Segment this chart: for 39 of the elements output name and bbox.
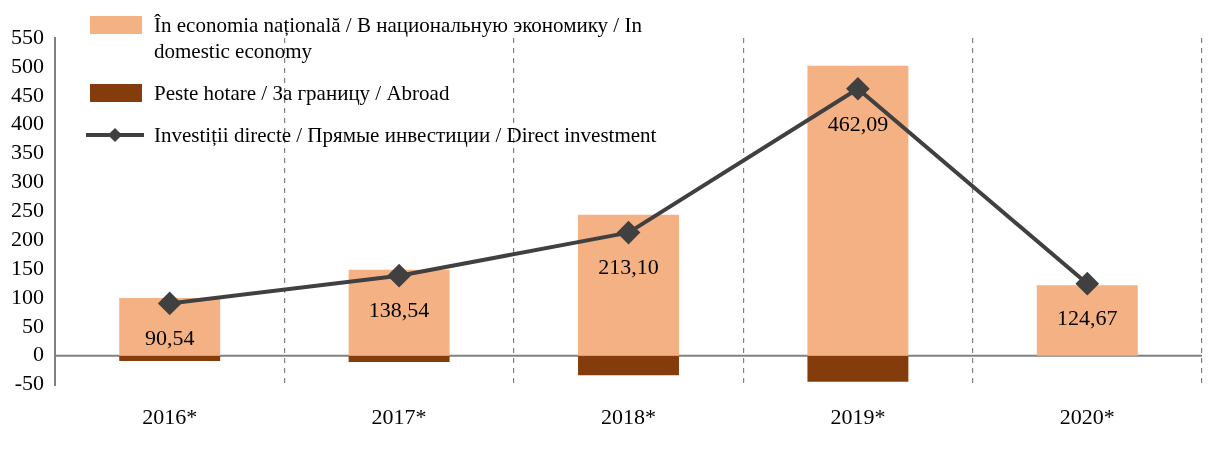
y-tick-label: 450: [11, 81, 44, 107]
bar: [1036, 285, 1138, 356]
data-label: 90,54: [144, 325, 195, 351]
data-label: 462,09: [827, 110, 889, 136]
x-tick-label: 2017*: [371, 403, 427, 429]
y-tick-label: 500: [11, 52, 44, 78]
data-label: 124,67: [1057, 305, 1118, 331]
legend-label: Peste hotare / За границу / Abroad: [154, 80, 450, 106]
y-tick-label: 550: [11, 23, 44, 49]
x-tick-label: 2016*: [142, 403, 198, 429]
y-tick-label: 0: [33, 341, 44, 367]
y-tick-label: 350: [11, 139, 44, 165]
data-label: 138,54: [368, 297, 430, 323]
bar: [119, 355, 221, 361]
y-tick-label: 400: [11, 110, 44, 136]
x-tick-label: 2019*: [830, 403, 886, 429]
point: [846, 77, 869, 100]
data-label: 213,10: [598, 254, 659, 280]
y-tick-label: 150: [11, 254, 44, 280]
y-tick-label: 100: [11, 283, 44, 309]
bar: [348, 355, 450, 363]
y-tick-label: 50: [22, 312, 44, 338]
y-tick-label: 250: [11, 197, 44, 223]
point: [617, 221, 640, 244]
y-tick-label: -50: [14, 370, 44, 396]
point: [388, 264, 411, 287]
bar: [348, 269, 450, 356]
x-tick-label: 2020*: [1059, 403, 1115, 429]
bar: [578, 214, 679, 356]
legend-label: În economia națională / В национальную экономику / In domestic economy: [154, 12, 643, 64]
bar: [807, 65, 909, 356]
point: [158, 292, 181, 315]
legend-label: Investiții directe / Прямые инвестиции / Direct investment: [154, 122, 657, 148]
bar: [807, 355, 909, 382]
y-tick-label: 200: [11, 225, 44, 251]
point: [1076, 272, 1099, 295]
y-tick-label: 300: [11, 168, 44, 194]
bar: [578, 355, 679, 376]
x-tick-label: 2018*: [601, 403, 656, 429]
